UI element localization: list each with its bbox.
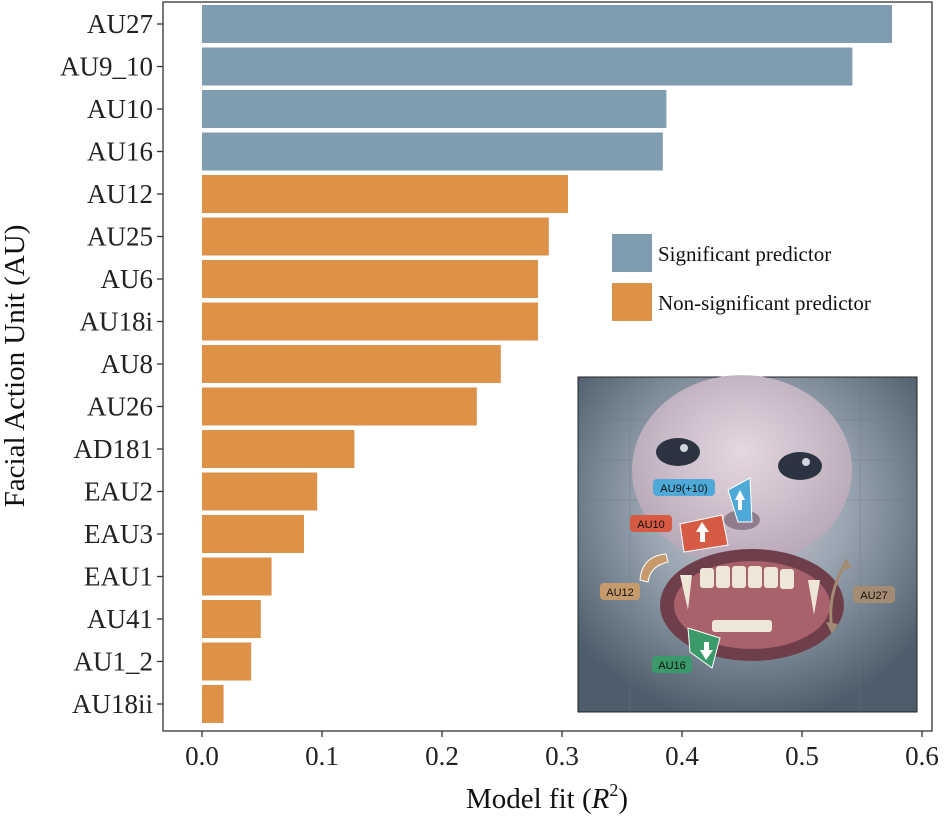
- x-tick-label: 0.5: [785, 741, 819, 771]
- inset-face-image: AU9(+10) AU10 AU12 AU16 AU27: [577, 375, 918, 713]
- x-tick-label: 0.6: [905, 741, 939, 771]
- plot-panel: [162, 1, 933, 732]
- y-tick-label: AU16: [87, 137, 153, 167]
- bar-eau1: [202, 557, 272, 596]
- x-tick-label: 0.2: [425, 741, 459, 771]
- bar-au26: [202, 387, 477, 426]
- legend-label-nonsignificant: Non-significant predictor: [658, 291, 871, 315]
- y-axis-title: Facial Action Unit (AU): [0, 225, 31, 508]
- x-tick-label: 0.1: [305, 741, 339, 771]
- y-tick-label: AU12: [87, 179, 153, 209]
- bar-au25: [202, 217, 549, 256]
- y-tick-label: EAU2: [84, 477, 153, 507]
- y-tick-label: AU25: [87, 222, 153, 252]
- y-tick-label: AU27: [87, 9, 153, 39]
- bar-eau3: [202, 515, 304, 553]
- legend: Significant predictor Non-significant pr…: [612, 234, 871, 321]
- y-tick-label: AU10: [87, 94, 153, 124]
- bar-au27: [202, 5, 892, 43]
- inset-label-au9: AU9(+10): [660, 483, 707, 495]
- bar-au10: [202, 90, 667, 128]
- y-tick-label: AU41: [87, 604, 153, 634]
- bars-group: [202, 5, 892, 723]
- inset-label-au10: AU10: [637, 519, 665, 531]
- x-axis: 0.0 0.1 0.2 0.3 0.4 0.5 0.6: [185, 731, 939, 771]
- y-tick-label: EAU3: [84, 519, 153, 549]
- bar-eau2: [202, 472, 318, 511]
- inset-label-au12: AU12: [606, 587, 634, 599]
- legend-label-significant: Significant predictor: [658, 242, 831, 266]
- bar-au18i: [202, 302, 538, 341]
- y-tick-label: EAU1: [84, 562, 153, 592]
- y-tick-label: AU6: [101, 264, 154, 294]
- bar-au41: [202, 600, 261, 638]
- bar-au16: [202, 132, 663, 171]
- y-tick-label: AU18i: [80, 307, 154, 337]
- legend-swatch-significant: [612, 234, 652, 272]
- bar-au9_10: [202, 47, 853, 86]
- x-tick-label: 0.4: [665, 741, 699, 771]
- y-tick-label: AU1_2: [74, 647, 154, 677]
- bar-au8: [202, 345, 501, 383]
- inset-label-au27: AU27: [860, 590, 888, 602]
- x-tick-label: 0.3: [545, 741, 579, 771]
- y-tick-label: AU26: [87, 392, 153, 422]
- y-tick-label: AU8: [101, 349, 154, 379]
- y-tick-label: AU18ii: [72, 689, 153, 719]
- bar-ad181: [202, 430, 355, 468]
- y-tick-label: AU9_10: [60, 52, 153, 82]
- x-tick-label: 0.0: [185, 741, 219, 771]
- x-axis-title: Model fit (R2): [466, 780, 628, 815]
- legend-swatch-nonsignificant: [612, 283, 652, 321]
- bar-au6: [202, 260, 538, 298]
- inset-label-au16: AU16: [658, 660, 686, 672]
- y-axis: AU27 AU9_10 AU10 AU16 AU12 AU25 AU6 AU18i AU8 AU2…: [60, 9, 163, 719]
- bar-au1_2: [202, 642, 252, 681]
- bar-au12: [202, 175, 568, 213]
- y-tick-label: AD181: [74, 434, 154, 464]
- bar-au18ii: [202, 685, 224, 723]
